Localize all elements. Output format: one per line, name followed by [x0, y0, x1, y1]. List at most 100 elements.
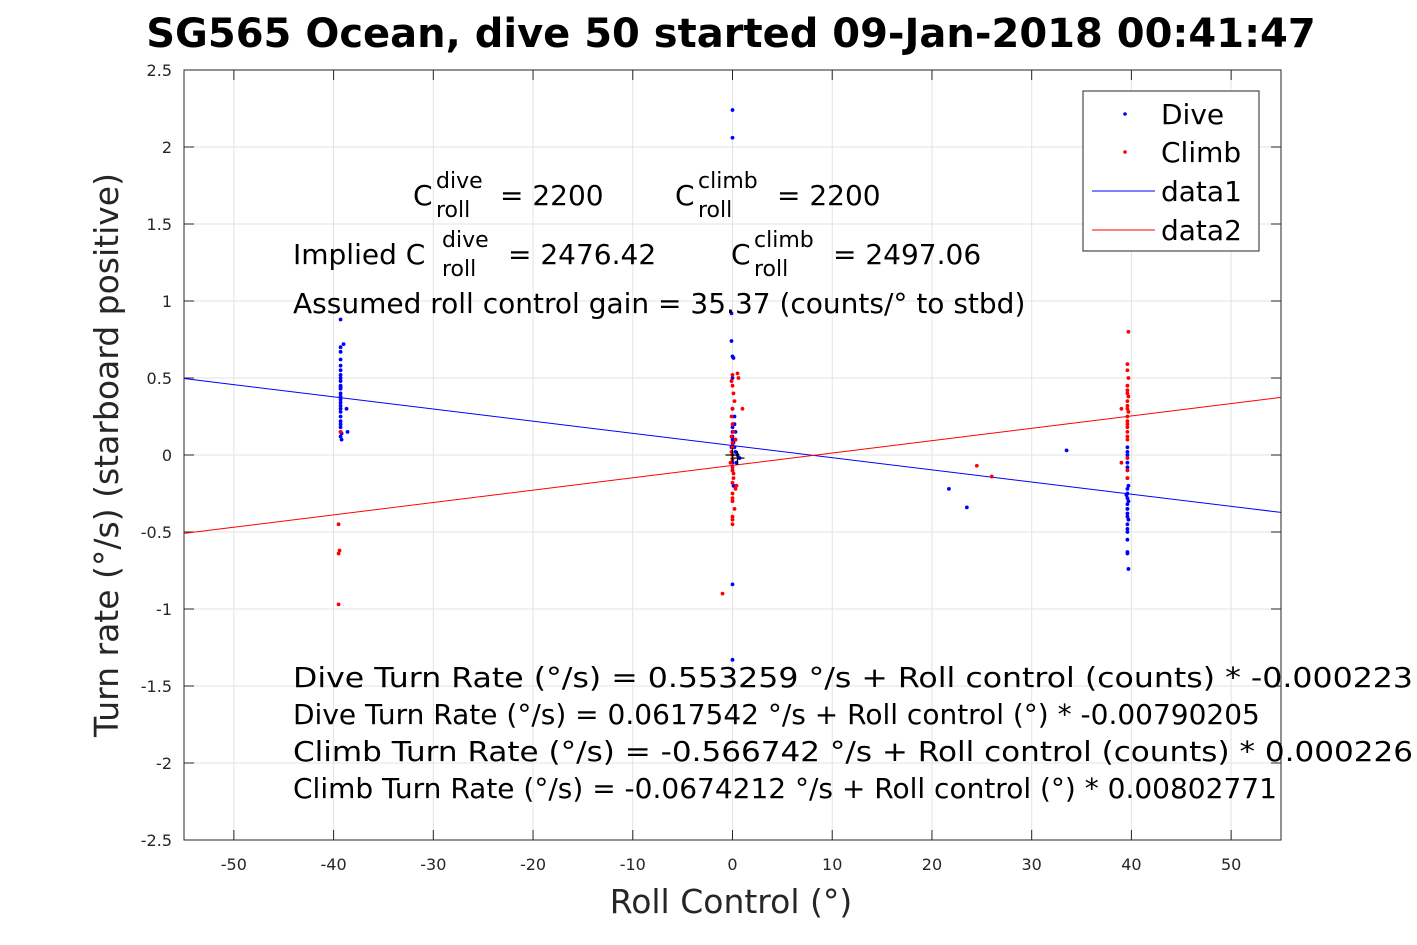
point-dive [729, 339, 734, 343]
point-climb [1125, 406, 1130, 411]
point-climb [730, 522, 735, 527]
legend-dive-label: Dive [1161, 98, 1224, 131]
point-climb [730, 468, 735, 473]
y-tick-label: -1 [156, 600, 172, 619]
point-dive [338, 363, 343, 368]
point-dive [344, 406, 349, 411]
implied-climb-subscript: roll [754, 257, 788, 282]
point-dive [339, 437, 344, 442]
legend-dive-marker [1123, 112, 1127, 116]
point-climb [730, 406, 735, 411]
c-dive-subscript: roll [436, 198, 470, 223]
point-dive [338, 397, 343, 402]
point-climb [730, 491, 735, 496]
point-climb [730, 422, 735, 427]
point-climb [1125, 437, 1130, 442]
y-tick-label: 2 [162, 138, 172, 157]
c-dive-superscript: dive [436, 169, 483, 194]
annotation-eq3: Climb Turn Rate (°/s) = -0.566742 °/s + … [293, 735, 1413, 768]
legend-data2-label: data2 [1161, 214, 1242, 247]
point-dive [341, 342, 346, 347]
point-dive [730, 582, 735, 587]
legend-data1-label: data1 [1161, 175, 1242, 208]
annotation-eq2: Dive Turn Rate (°/s) = 0.0617542 °/s + R… [293, 698, 1260, 731]
point-climb [337, 548, 342, 553]
point-climb [729, 379, 734, 383]
annotation-eq4: Climb Turn Rate (°/s) = -0.0674212 °/s +… [293, 772, 1277, 805]
annotation-implied-climb: C climb roll = 2497.06 [731, 228, 981, 282]
point-dive [731, 356, 736, 360]
point-dive [1125, 453, 1130, 457]
point-dive [1125, 527, 1130, 531]
point-dive [345, 430, 350, 434]
c-climb-superscript: climb [698, 169, 758, 194]
point-climb [728, 460, 733, 465]
point-climb [730, 480, 735, 485]
point-climb [730, 445, 735, 450]
point-dive [733, 450, 738, 454]
point-climb [974, 463, 979, 468]
point-dive [1064, 448, 1069, 453]
point-climb [729, 414, 734, 419]
point-climb [1119, 406, 1124, 411]
y-tick-label: -0.5 [141, 523, 172, 542]
point-dive [338, 406, 343, 411]
point-dive [1125, 450, 1130, 454]
point-dive [338, 385, 343, 390]
c-climb-symbol: C [675, 179, 695, 212]
legend-climb-marker [1123, 150, 1127, 154]
annotation-c-dive: C dive roll = 2200 [413, 169, 604, 223]
y-tick-label: -2.5 [141, 831, 172, 850]
series-line-data2 [183, 396, 1282, 534]
point-dive [338, 379, 343, 383]
point-dive [1125, 514, 1130, 519]
x-tick-label: -50 [221, 855, 247, 874]
implied-dive-lead: Implied C [293, 238, 425, 271]
point-climb [736, 376, 741, 380]
y-tick-label: 1 [162, 292, 172, 311]
point-climb [1125, 468, 1130, 473]
x-tick-label: 0 [727, 855, 737, 874]
point-climb [730, 496, 735, 501]
point-dive [732, 414, 737, 419]
point-climb [1125, 383, 1130, 388]
point-climb [740, 406, 745, 411]
legend-box [1082, 90, 1260, 252]
implied-climb-symbol: C [731, 238, 751, 271]
x-axis-label: Roll Control (°) [610, 882, 853, 921]
point-climb [732, 399, 737, 403]
y-tick-label: -1.5 [141, 677, 172, 696]
c-climb-value: = 2200 [777, 179, 881, 212]
point-climb [1125, 430, 1130, 434]
point-dive [338, 394, 343, 399]
annotation-c-climb: C climb roll = 2200 [675, 169, 881, 223]
point-climb [733, 437, 738, 442]
point-climb [735, 371, 740, 376]
point-climb [730, 499, 735, 504]
point-climb [732, 507, 737, 511]
point-dive [729, 311, 734, 316]
data-points [336, 108, 1131, 662]
point-climb [989, 474, 994, 479]
point-climb [731, 430, 736, 434]
legend: Dive Climb data1 data2 [1082, 90, 1260, 252]
point-climb [730, 383, 735, 388]
annotation-eq1: Dive Turn Rate (°/s) = 0.553259 °/s + Ro… [293, 661, 1413, 694]
point-climb [730, 440, 735, 445]
point-dive [1125, 511, 1130, 516]
point-climb [1125, 362, 1130, 367]
point-climb [1125, 456, 1130, 460]
implied-dive-value: = 2476.42 [508, 238, 656, 271]
point-dive [1125, 502, 1130, 507]
point-dive [1125, 551, 1130, 556]
point-climb [1125, 391, 1130, 396]
y-tick-label: 2.5 [147, 61, 172, 80]
c-dive-symbol: C [413, 179, 433, 212]
point-climb [336, 602, 341, 607]
point-dive [338, 403, 343, 408]
point-climb [1125, 425, 1130, 430]
point-dive [338, 373, 343, 377]
point-climb [336, 551, 341, 556]
x-tick-label: -40 [321, 855, 347, 874]
annotation-gain: Assumed roll control gain = 35.37 (count… [293, 287, 1025, 320]
